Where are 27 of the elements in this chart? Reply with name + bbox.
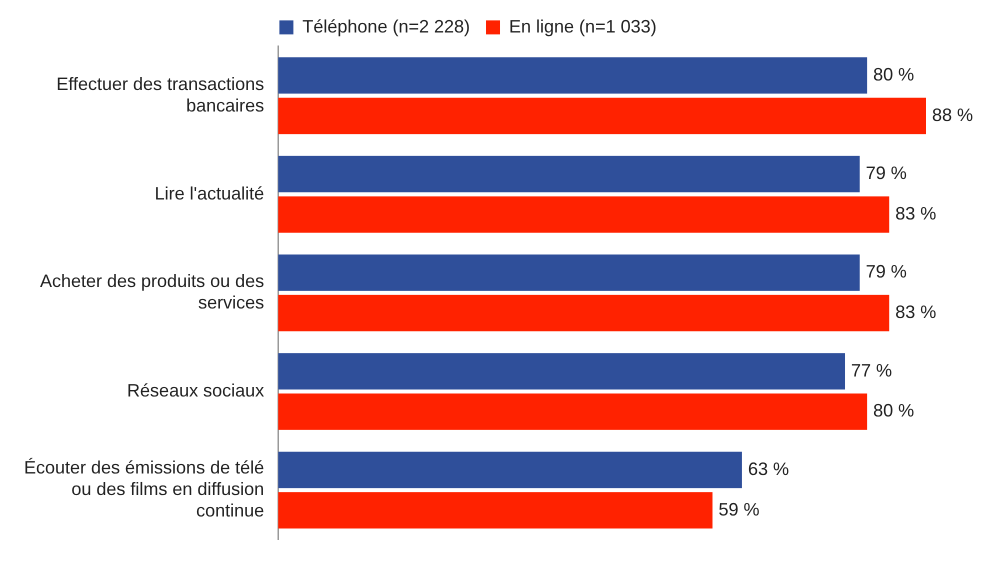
bar (278, 254, 860, 291)
data-label: 88 % (932, 104, 974, 125)
data-label: 63 % (748, 458, 789, 479)
bar (278, 452, 742, 488)
data-label: 59 % (718, 499, 760, 520)
bar (278, 294, 890, 332)
data-label: 77 % (851, 360, 892, 380)
bar (278, 57, 868, 94)
bar (278, 196, 890, 233)
y-tick-label: Écouter des émissions de télé ou des films en diffusion continue (24, 457, 264, 521)
y-tick-label: Acheter des produits ou des services (40, 271, 264, 313)
bar (278, 492, 712, 529)
data-label: 79 % (866, 163, 907, 184)
y-tick-label: Réseaux sociaux (127, 380, 264, 400)
data-label: 83 % (895, 203, 936, 224)
y-tick-label: Lire l'actualité (154, 183, 264, 204)
data-label: 80 % (873, 64, 914, 84)
legend-label: Téléphone (n=2 228) (302, 16, 470, 36)
bar (278, 353, 846, 390)
bar (278, 156, 860, 192)
data-label: 79 % (866, 262, 907, 282)
bar (278, 394, 868, 430)
data-label: 80 % (873, 400, 914, 421)
data-label: 83 % (895, 302, 936, 322)
bar (278, 98, 926, 134)
legend-label: En ligne (n=1 033) (509, 16, 657, 36)
y-tick-label: Effectuer des transactions bancaires (56, 74, 264, 116)
